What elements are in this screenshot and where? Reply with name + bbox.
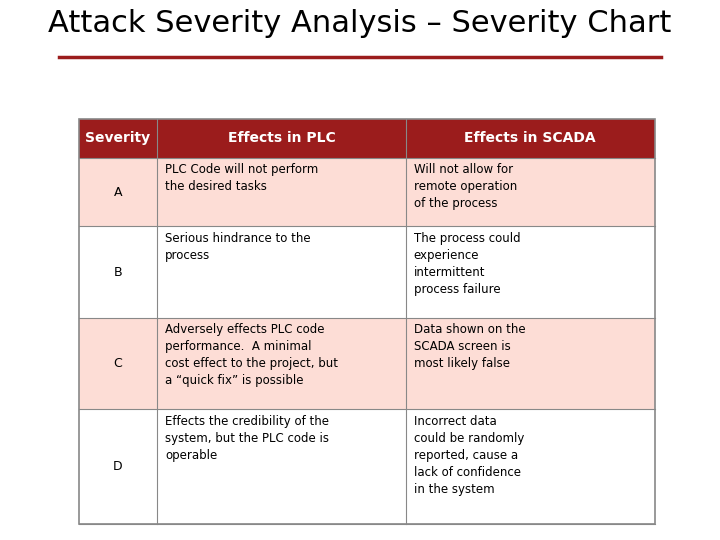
- Bar: [78, 119, 654, 524]
- Text: Serious hindrance to the
process: Serious hindrance to the process: [165, 232, 310, 262]
- Bar: [157, 318, 406, 409]
- Bar: [78, 158, 157, 226]
- Bar: [78, 409, 157, 524]
- Text: Effects the credibility of the
system, but the PLC code is
operable: Effects the credibility of the system, b…: [165, 415, 329, 462]
- Bar: [157, 409, 406, 524]
- Text: The process could
experience
intermittent
process failure: The process could experience intermitten…: [414, 232, 521, 296]
- Text: Data shown on the
SCADA screen is
most likely false: Data shown on the SCADA screen is most l…: [414, 323, 526, 370]
- Bar: [406, 158, 654, 226]
- Bar: [78, 119, 654, 158]
- Text: B: B: [114, 266, 122, 279]
- Text: Adversely effects PLC code
performance.  A minimal
cost effect to the project, b: Adversely effects PLC code performance. …: [165, 323, 338, 387]
- Text: D: D: [113, 460, 122, 473]
- Bar: [78, 318, 157, 409]
- Text: PLC Code will not perform
the desired tasks: PLC Code will not perform the desired ta…: [165, 163, 318, 193]
- Bar: [78, 226, 157, 318]
- Bar: [406, 409, 654, 524]
- Text: Incorrect data
could be randomly
reported, cause a
lack of confidence
in the sys: Incorrect data could be randomly reporte…: [414, 415, 524, 496]
- Text: Attack Severity Analysis – Severity Chart: Attack Severity Analysis – Severity Char…: [48, 9, 672, 38]
- Text: A: A: [114, 186, 122, 199]
- Bar: [406, 318, 654, 409]
- Text: C: C: [114, 357, 122, 370]
- Text: Severity: Severity: [85, 131, 150, 145]
- Text: Effects in SCADA: Effects in SCADA: [464, 131, 596, 145]
- Text: Will not allow for
remote operation
of the process: Will not allow for remote operation of t…: [414, 163, 517, 210]
- Text: Effects in PLC: Effects in PLC: [228, 131, 336, 145]
- Bar: [157, 158, 406, 226]
- Bar: [406, 226, 654, 318]
- Bar: [157, 226, 406, 318]
